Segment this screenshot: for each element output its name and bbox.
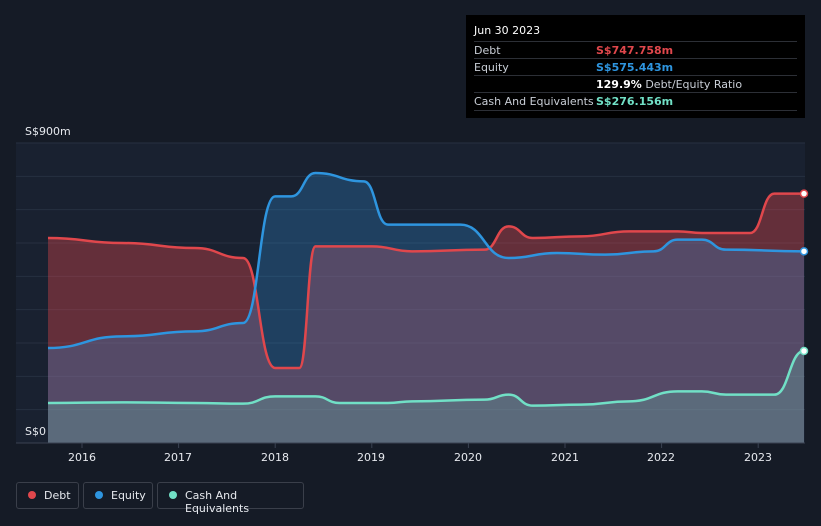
x-tick-label: 2020 bbox=[454, 451, 482, 464]
x-tick-label: 2019 bbox=[357, 451, 385, 464]
debt-area bbox=[48, 193, 804, 443]
x-tick-label: 2016 bbox=[68, 451, 96, 464]
equity-area bbox=[48, 173, 804, 443]
tooltip-equity-value: S$575.443m bbox=[596, 61, 674, 74]
tooltip-equity-label: Equity bbox=[474, 61, 509, 74]
debt-line bbox=[47, 192, 804, 370]
y-axis-bottom-label: S$0 bbox=[25, 425, 46, 438]
debt-end-point bbox=[799, 189, 809, 198]
tooltip-panel: Jun 30 2023 Debt S$747.758m Equity S$575… bbox=[466, 15, 805, 118]
tooltip-row-ratio: 129.9% Debt/Equity Ratio bbox=[474, 75, 797, 93]
tooltip-ratio: 129.9% Debt/Equity Ratio bbox=[596, 78, 742, 91]
tooltip-ratio-label: Debt/Equity Ratio bbox=[645, 78, 743, 91]
cash-area bbox=[48, 351, 804, 443]
legend-equity-label: Equity bbox=[111, 489, 146, 502]
tooltip-row-debt: Debt S$747.758m bbox=[474, 41, 797, 59]
plot-area bbox=[16, 143, 805, 443]
legend-debt-dot bbox=[28, 491, 36, 499]
tooltip-row-equity: Equity S$575.443m bbox=[474, 58, 797, 76]
x-tick-label: 2023 bbox=[744, 451, 772, 464]
x-tick-label: 2021 bbox=[551, 451, 579, 464]
tooltip-cash-label: Cash And Equivalents bbox=[474, 95, 594, 108]
cash-line bbox=[47, 349, 805, 407]
x-tick-label: 2018 bbox=[261, 451, 289, 464]
equity-line bbox=[47, 171, 805, 350]
legend-equity-dot bbox=[95, 491, 103, 499]
tooltip-row-cash: Cash And Equivalents S$276.156m bbox=[474, 92, 797, 111]
legend-debt[interactable]: Debt bbox=[16, 482, 79, 509]
tooltip-debt-label: Debt bbox=[474, 44, 501, 57]
x-tick-label: 2022 bbox=[647, 451, 675, 464]
equity-end-point bbox=[799, 247, 809, 256]
tooltip-debt-value: S$747.758m bbox=[596, 44, 674, 57]
legend-cash-label: Cash And Equivalents bbox=[185, 489, 250, 515]
tooltip-ratio-value: 129.9% bbox=[596, 78, 642, 91]
legend-cash-dot bbox=[169, 491, 177, 499]
y-axis-top-label: S$900m bbox=[25, 125, 71, 138]
legend-debt-label: Debt bbox=[44, 489, 71, 502]
cash-end-point bbox=[799, 346, 809, 356]
tooltip-date: Jun 30 2023 bbox=[474, 24, 541, 37]
legend-equity[interactable]: Equity bbox=[83, 482, 153, 509]
x-tick-label: 2017 bbox=[164, 451, 192, 464]
legend-cash[interactable]: Cash And Equivalents bbox=[157, 482, 304, 515]
tooltip-cash-value: S$276.156m bbox=[596, 95, 674, 108]
